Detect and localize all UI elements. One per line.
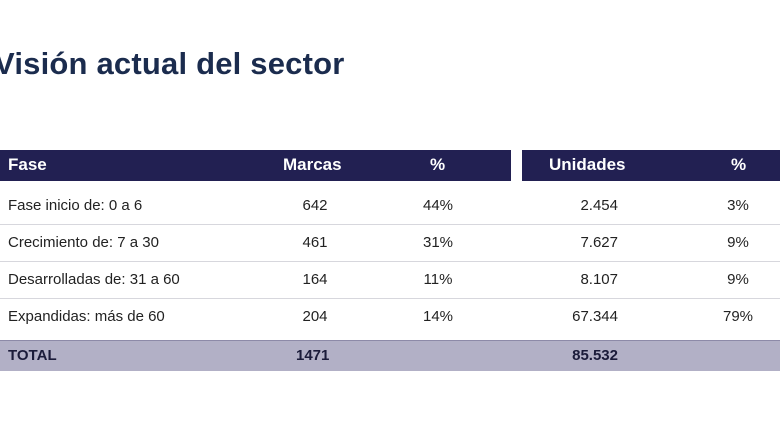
table-row: Expandidas: más de 60 204 14% 67.344 79% bbox=[0, 299, 780, 335]
table-row: Crecimiento de: 7 a 30 461 31% 7.627 9% bbox=[0, 225, 780, 261]
cell-pct-marcas: 44% bbox=[422, 197, 454, 214]
cell-fase: Desarrolladas de: 31 a 60 bbox=[8, 271, 180, 288]
header-pct-marcas: % bbox=[430, 155, 446, 174]
cell-pct-marcas: 14% bbox=[422, 308, 454, 325]
cell-unidades: 2.454 bbox=[580, 197, 618, 214]
cell-pct-unidades: 79% bbox=[722, 308, 754, 325]
cell-marcas: 164 bbox=[302, 271, 328, 288]
cell-unidades: 7.627 bbox=[580, 234, 618, 251]
cell-fase: Expandidas: más de 60 bbox=[8, 308, 165, 325]
table-row: Fase inicio de: 0 a 6 642 44% 2.454 3% bbox=[0, 188, 780, 224]
header-marcas: Marcas bbox=[283, 155, 342, 174]
cell-pct-unidades: 9% bbox=[727, 271, 749, 288]
cell-fase: Crecimiento de: 7 a 30 bbox=[8, 234, 159, 251]
cell-fase: Fase inicio de: 0 a 6 bbox=[8, 197, 143, 214]
cell-pct-marcas: 31% bbox=[422, 234, 454, 251]
cell-unidades: 8.107 bbox=[580, 271, 618, 288]
total-marcas: 1471 bbox=[296, 347, 330, 364]
total-label: TOTAL bbox=[8, 347, 57, 364]
table-header-right bbox=[522, 150, 780, 181]
table-header-left bbox=[0, 150, 511, 181]
cell-unidades: 67.344 bbox=[572, 308, 618, 325]
header-unidades: Unidades bbox=[549, 155, 626, 174]
cell-pct-marcas: 11% bbox=[423, 271, 453, 288]
row-divider bbox=[0, 261, 780, 262]
cell-marcas: 204 bbox=[302, 308, 328, 325]
page-title: Visión actual del sector bbox=[0, 46, 345, 81]
total-unidades: 85.532 bbox=[572, 347, 618, 364]
cell-marcas: 642 bbox=[302, 197, 328, 214]
total-row bbox=[0, 340, 780, 371]
table-row: Desarrolladas de: 31 a 60 164 11% 8.107 … bbox=[0, 262, 780, 298]
row-divider bbox=[0, 224, 780, 225]
header-fase: Fase bbox=[8, 155, 47, 174]
cell-pct-unidades: 9% bbox=[727, 234, 749, 251]
row-divider bbox=[0, 298, 780, 299]
cell-pct-unidades: 3% bbox=[727, 197, 749, 214]
cell-marcas: 461 bbox=[302, 234, 328, 251]
header-pct-unidades: % bbox=[731, 155, 747, 174]
